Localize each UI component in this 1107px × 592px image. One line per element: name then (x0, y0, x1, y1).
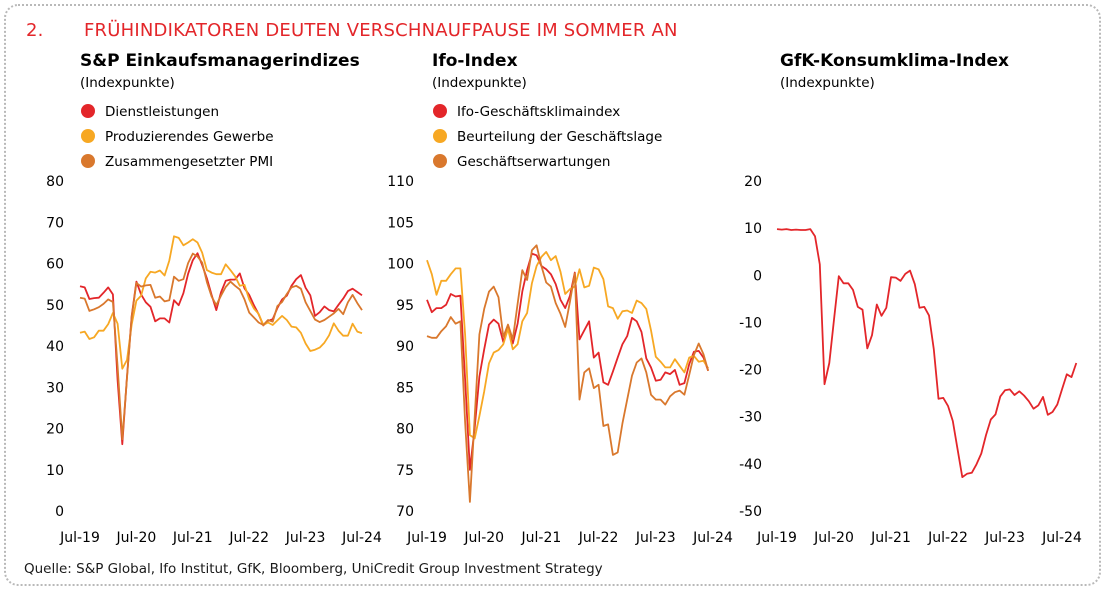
panel1-legend-label-3: Zusammengesetzter PMI (105, 154, 273, 170)
panel2-ytick-8: 75 (396, 463, 414, 479)
panel2-ytick-1: 110 (387, 174, 414, 190)
panel2-ytick-6: 85 (396, 380, 414, 396)
panel3-ytick-2: 10 (744, 221, 762, 237)
panel1-xtick-1: Jul-19 (59, 530, 100, 546)
panel1-xtick-4: Jul-22 (228, 530, 269, 546)
panel3-title: GfK-Konsumklima-Index (780, 51, 1009, 71)
panel1-subtitle: (Indexpunkte) (80, 75, 175, 91)
panel3-ytick-6: -30 (739, 410, 762, 426)
panel2-legend-marker-1 (433, 104, 447, 118)
page-title: 2. FRÜHINDIKATOREN DEUTEN VERSCHNAUFPAUSE… (26, 20, 678, 41)
panel3-xtick-1: Jul-19 (756, 530, 797, 546)
panel2-xtick-1: Jul-19 (406, 530, 447, 546)
panel1-ytick-8: 10 (46, 463, 64, 479)
panel2-series-line-3 (426, 244, 710, 503)
panel2-legend-marker-3 (433, 154, 447, 168)
panel1-legend-marker-2 (81, 129, 95, 143)
panel1-series-line-3 (79, 252, 363, 441)
panel1-series-line-1 (79, 252, 363, 446)
panel2-ytick-3: 100 (387, 257, 414, 273)
panel1-ytick-9: 0 (55, 504, 64, 520)
panel3-ytick-1: 20 (744, 174, 762, 190)
panel1-ytick-1: 80 (46, 174, 64, 190)
panel3-xtick-2: Jul-20 (813, 530, 854, 546)
panel2-legend-label-1: Ifo-Geschäftsklimaindex (457, 104, 620, 120)
panel2-ytick-5: 90 (396, 339, 414, 355)
panel2-xtick-5: Jul-23 (635, 530, 676, 546)
panel2-series-line-2 (426, 250, 709, 440)
panel1-title: S&P Einkaufsmanagerindizes (80, 51, 360, 71)
panel3-xtick-4: Jul-22 (927, 530, 968, 546)
panel2-subtitle: (Indexpunkte) (432, 75, 527, 91)
panel1-ytick-5: 40 (46, 339, 64, 355)
panel2-ytick-4: 95 (396, 298, 414, 314)
panel1-ytick-7: 20 (46, 422, 64, 438)
source-note: Quelle: S&P Global, Ifo Institut, GfK, B… (24, 561, 603, 577)
panel1-series-line-2 (79, 235, 363, 370)
panel1-legend-label-2: Produzierendes Gewerbe (105, 129, 274, 145)
chart-frame (4, 4, 1101, 586)
panel3-ytick-4: -10 (739, 315, 762, 331)
panel3-series-line-1 (776, 228, 1078, 479)
panel3-xtick-5: Jul-23 (984, 530, 1025, 546)
panel2-legend-marker-2 (433, 129, 447, 143)
panel2-ytick-2: 105 (387, 215, 414, 231)
panel2-ytick-9: 70 (396, 504, 414, 520)
panel1-xtick-2: Jul-20 (116, 530, 157, 546)
panel2-legend-label-3: Geschäftserwartungen (457, 154, 610, 170)
panel3-ytick-7: -40 (739, 457, 762, 473)
panel3-ytick-8: -50 (739, 504, 762, 520)
panel2-legend-label-2: Beurteilung der Geschäftslage (457, 129, 662, 145)
panel3-subtitle: (Indexpunkte) (780, 75, 875, 91)
panel3-xtick-3: Jul-21 (870, 530, 911, 546)
panel3-ytick-5: -20 (739, 363, 762, 379)
figure-title: FRÜHINDIKATOREN DEUTEN VERSCHNAUFPAUSE I… (84, 20, 678, 41)
panel1-legend-marker-3 (81, 154, 95, 168)
panel3-ytick-3: 0 (753, 268, 762, 284)
panel3-xtick-6: Jul-24 (1041, 530, 1082, 546)
panel1-legend-label-1: Dienstleistungen (105, 104, 219, 120)
panel1-legend-marker-1 (81, 104, 95, 118)
figure-number: 2. (26, 20, 44, 41)
panel1-xtick-3: Jul-21 (172, 530, 213, 546)
panel2-xtick-4: Jul-22 (578, 530, 619, 546)
panel2-series-line-1 (426, 252, 710, 471)
panel1-ytick-4: 50 (46, 298, 64, 314)
panel1-xtick-5: Jul-23 (285, 530, 326, 546)
panel2-xtick-3: Jul-21 (521, 530, 562, 546)
panel1-xtick-6: Jul-24 (341, 530, 382, 546)
panel2-xtick-6: Jul-24 (692, 530, 733, 546)
panel1-ytick-3: 60 (46, 257, 64, 273)
panel2-ytick-7: 80 (396, 422, 414, 438)
panel1-ytick-6: 30 (46, 380, 64, 396)
panel1-ytick-2: 70 (46, 215, 64, 231)
panel2-xtick-2: Jul-20 (463, 530, 504, 546)
panel2-title: Ifo-Index (432, 51, 518, 71)
